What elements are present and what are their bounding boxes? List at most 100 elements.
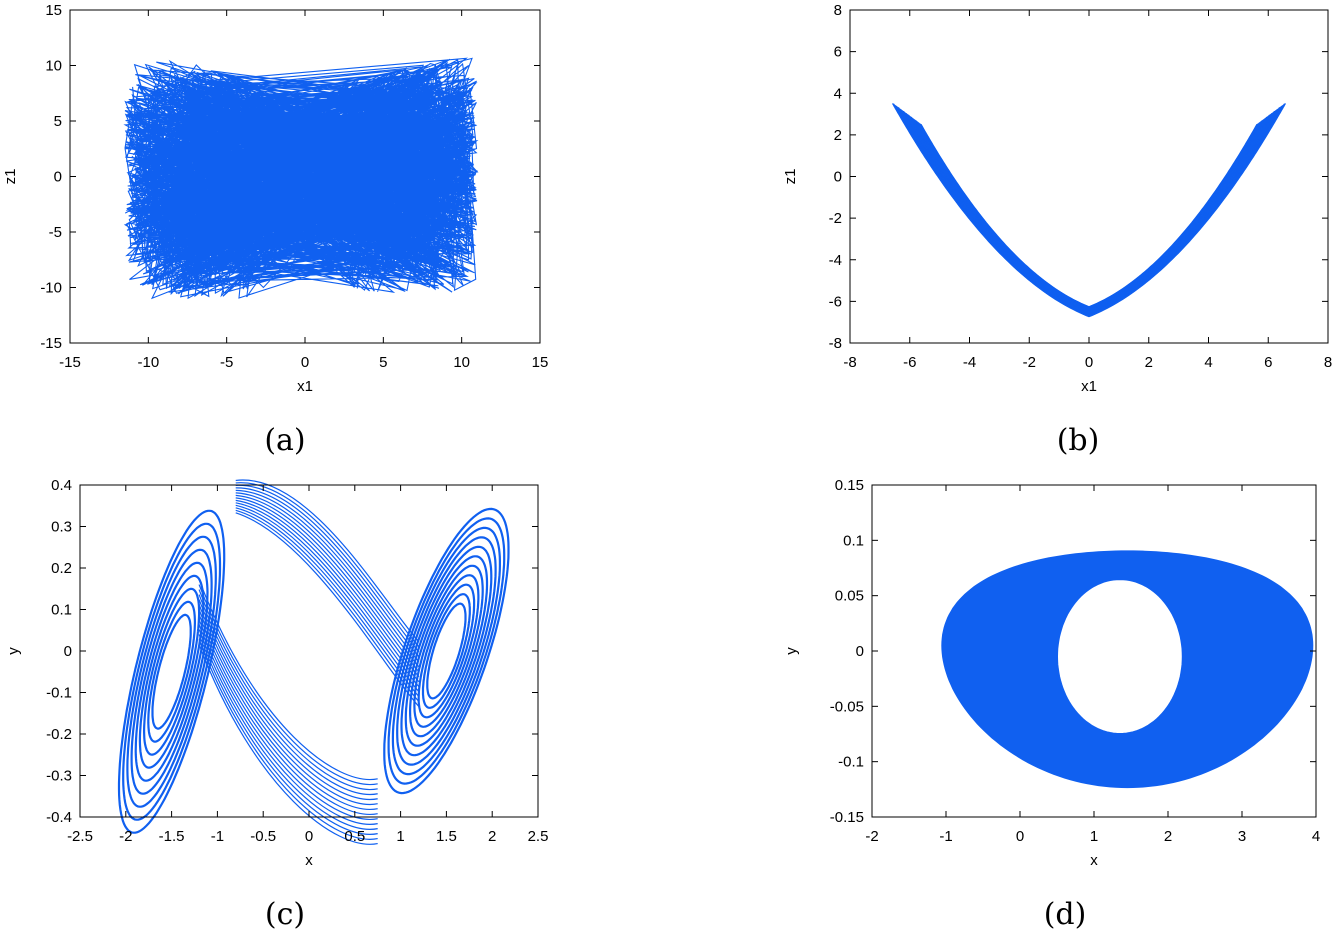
caption-a: (a) xyxy=(264,423,305,458)
x-tick-label: 1 xyxy=(396,828,404,845)
x-tick-label: 4 xyxy=(1312,828,1320,845)
trajectory-band xyxy=(941,550,1314,789)
trajectory-line xyxy=(198,487,420,796)
x-tick-label: -1 xyxy=(939,828,952,845)
trajectory-line xyxy=(198,494,420,811)
trajectory-line xyxy=(895,105,1283,317)
y-tick-label: 6 xyxy=(834,44,842,61)
y-tick-label: -0.15 xyxy=(830,809,864,826)
trajectory-line xyxy=(892,103,1286,318)
trajectory-line xyxy=(893,104,1285,317)
x-tick-label: 2 xyxy=(1145,354,1153,371)
y-tick-label: -0.1 xyxy=(46,685,72,702)
trajectory-line xyxy=(198,492,420,806)
y-tick-label: -2 xyxy=(829,210,842,227)
spiral-loop xyxy=(396,536,497,766)
trajectory-line xyxy=(198,499,420,820)
trajectory-line xyxy=(898,108,1280,316)
trajectory-line xyxy=(907,114,1271,312)
trajectory-line xyxy=(909,116,1269,312)
x-tick-label: 0 xyxy=(1016,828,1024,845)
spiral-loop xyxy=(117,509,226,834)
y-tick-label: 15 xyxy=(45,2,62,19)
y-tick-label: 0 xyxy=(64,643,72,660)
series-trajectory xyxy=(892,103,1286,318)
y-tick-label: -8 xyxy=(829,335,842,352)
spiral-loop xyxy=(404,555,489,747)
trajectory-line xyxy=(900,109,1278,315)
spiral-loop xyxy=(147,600,196,743)
y-axis-label: z1 xyxy=(2,169,19,185)
trajectory-line xyxy=(910,116,1268,312)
trajectory-line xyxy=(898,107,1280,316)
y-tick-label: -0.2 xyxy=(46,726,72,743)
y-tick-label: -10 xyxy=(40,280,62,297)
x-tick-label: -2.5 xyxy=(67,828,93,845)
y-tick-label: -6 xyxy=(829,293,842,310)
x-tick-label: 10 xyxy=(453,354,470,371)
x-tick-label: -6 xyxy=(903,354,916,371)
y-tick-label: 0.3 xyxy=(51,519,72,536)
y-axis-label: y xyxy=(5,647,22,655)
trajectory-line xyxy=(198,489,420,801)
spiral-loop xyxy=(130,548,213,795)
y-tick-label: 0 xyxy=(54,169,62,186)
trajectory-line xyxy=(198,497,420,816)
trajectory-line xyxy=(896,106,1282,316)
panel-b: -8 -6 -4 -2 0 2 4 6 8 -8 -6 -4 -2 0 2 4 6 8 x1 z1 xyxy=(782,2,1332,395)
x-axis-label: x xyxy=(1090,852,1098,869)
x-tick-label: -15 xyxy=(59,354,81,371)
trajectory-line xyxy=(895,105,1283,316)
y-tick-label: 0.2 xyxy=(51,560,72,577)
x-tick-label: 2 xyxy=(1164,828,1172,845)
trajectory-line xyxy=(903,111,1275,314)
x-axis-label: x1 xyxy=(1081,378,1097,395)
x-tick-label: 4 xyxy=(1204,354,1212,371)
trajectory-line xyxy=(902,110,1276,314)
trajectory-line xyxy=(899,108,1279,315)
y-tick-label: 0.15 xyxy=(835,477,864,494)
y-tick-label: 10 xyxy=(45,58,62,75)
x-tick-label: 2.5 xyxy=(528,828,549,845)
x-axis-label: x1 xyxy=(297,378,313,395)
caption-d: (d) xyxy=(1044,897,1087,932)
y-tick-label: -0.05 xyxy=(830,698,864,715)
caption-b: (b) xyxy=(1057,423,1100,458)
trajectory-line xyxy=(897,107,1281,316)
series-trajectory xyxy=(117,479,510,845)
trajectory-line xyxy=(908,115,1270,312)
trajectory-line xyxy=(900,109,1278,315)
x-tick-label: 0 xyxy=(1085,354,1093,371)
trajectory-line xyxy=(899,109,1279,315)
spiral-loop xyxy=(383,507,510,795)
trajectory-line xyxy=(904,112,1274,313)
trajectory-line xyxy=(198,504,420,830)
trajectory-line xyxy=(902,110,1276,314)
trajectory-line xyxy=(905,113,1273,313)
spiral-loop xyxy=(387,517,506,785)
trajectory-line xyxy=(906,113,1272,313)
x-tick-label: -1 xyxy=(211,828,224,845)
trajectory-line xyxy=(902,111,1276,314)
trajectory-line xyxy=(905,112,1273,313)
panel-c: -2.5 -2 -1.5 -1 -0.5 0 0.5 1 1.5 2 2.5 -0.4 -0.3 -0.2… xyxy=(5,477,548,869)
y-axis-label: z1 xyxy=(782,169,799,185)
x-tick-label: 1.5 xyxy=(436,828,457,845)
x-tick-label: -4 xyxy=(963,354,976,371)
trajectory-line xyxy=(198,509,420,840)
y-tick-label: 2 xyxy=(834,127,842,144)
trajectory-line xyxy=(892,103,1286,318)
panel-d: -2 -1 0 1 2 3 4 -0.15 -0.1 -0.05 0 0.05 0.1 0.15 x y xyxy=(783,477,1320,869)
x-tick-label: -2 xyxy=(1023,354,1036,371)
x-tick-label: -1.5 xyxy=(159,828,185,845)
trajectory-line xyxy=(897,106,1281,316)
spiral-loop xyxy=(151,613,192,730)
trajectory-line xyxy=(904,112,1274,314)
y-tick-label: 8 xyxy=(834,2,842,19)
y-tick-label: 4 xyxy=(834,85,842,102)
y-tick-label: 5 xyxy=(54,113,62,130)
trajectory-line xyxy=(904,112,1274,314)
spiral-loop xyxy=(400,545,493,757)
spiral-loop xyxy=(126,535,217,808)
